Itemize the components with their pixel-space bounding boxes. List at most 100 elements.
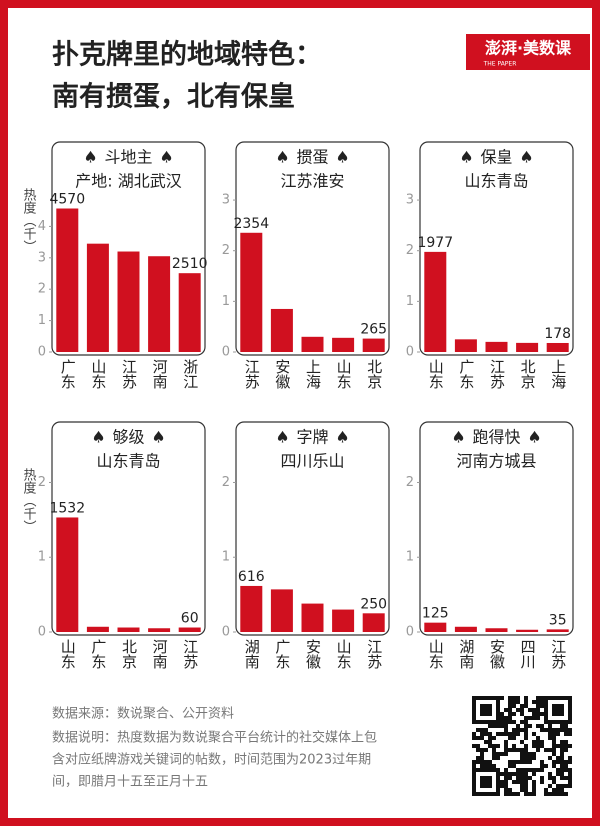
value-label: 1977	[417, 235, 453, 251]
qr-cell	[524, 724, 528, 728]
y-axis-label: 热度（千）	[21, 188, 37, 253]
x-tick-label: 江苏	[549, 639, 567, 670]
qr-cell	[508, 764, 512, 768]
qr-cell	[504, 720, 508, 724]
x-tick-label: 上海	[304, 359, 322, 389]
qr-cell	[552, 744, 556, 748]
qr-cell	[516, 724, 520, 728]
qr-cell	[480, 736, 484, 740]
qr-cell	[544, 792, 548, 796]
x-tick-label: 山东	[89, 359, 107, 389]
qr-cell	[540, 780, 544, 784]
spade: ♠	[83, 148, 97, 167]
qr-cell	[516, 732, 520, 736]
bar	[485, 628, 508, 632]
spade: ♠	[451, 428, 465, 447]
qr-cell	[556, 732, 560, 736]
qr-cell	[524, 700, 528, 704]
qr-finder	[472, 768, 500, 796]
qr-cell	[480, 728, 484, 732]
qr-cell	[528, 752, 532, 756]
y-tick-label: 1	[38, 313, 46, 328]
x-tick-label: 北京	[365, 359, 383, 390]
qr-cell	[552, 728, 556, 732]
value-label: 60	[181, 611, 199, 627]
value-label: 2354	[233, 216, 269, 232]
qr-cell	[484, 740, 488, 744]
qr-cell	[496, 744, 500, 748]
qr-cell	[524, 788, 528, 792]
qr-cell	[480, 760, 484, 764]
qr-cell	[496, 724, 500, 728]
value-label: 35	[549, 612, 567, 628]
bar	[270, 589, 293, 632]
qr-cell	[556, 744, 560, 748]
bar	[86, 626, 109, 632]
qr-code	[472, 696, 572, 796]
y-tick-label: 1	[406, 294, 414, 309]
qr-cell	[524, 756, 528, 760]
qr-cell	[504, 780, 508, 784]
qr-cell	[508, 748, 512, 752]
qr-cell	[564, 784, 568, 788]
x-tick-label: 北京	[120, 639, 138, 670]
chart-subtitle: 山东青岛	[96, 452, 160, 471]
bar	[362, 338, 385, 352]
x-tick-label: 浙江	[181, 359, 199, 389]
qr-cell	[536, 768, 540, 772]
qr-cell	[528, 792, 532, 796]
panel	[235, 141, 390, 356]
qr-cell	[568, 728, 572, 732]
x-tick-label: 山东	[427, 639, 445, 669]
y-tick-label: 2	[406, 475, 414, 490]
footer-source: 数据来源：数说聚合、公开资料	[52, 707, 234, 722]
qr-cell	[532, 716, 536, 720]
value-label: 2510	[172, 256, 208, 272]
qr-cell	[568, 744, 572, 748]
qr-cell	[480, 752, 484, 756]
qr-cell	[532, 784, 536, 788]
qr-cell	[488, 724, 492, 728]
qr-cell	[568, 784, 572, 788]
qr-cell	[508, 712, 512, 716]
bar	[148, 256, 171, 352]
qr-cell	[552, 776, 556, 780]
qr-cell	[472, 764, 476, 768]
qr-cell	[540, 740, 544, 744]
qr-cell	[488, 760, 492, 764]
qr-cell	[524, 768, 528, 772]
qr-cell	[536, 704, 540, 708]
y-tick-label: 1	[222, 294, 230, 309]
y-tick-label: 4	[38, 219, 46, 234]
qr-cell	[516, 696, 520, 700]
qr-cell	[540, 700, 544, 704]
qr-cell	[504, 732, 508, 736]
qr-cell	[520, 788, 524, 792]
qr-cell	[524, 752, 528, 756]
x-tick-label: 四川	[519, 639, 537, 669]
qr-cell	[492, 756, 496, 760]
chart-subtitle: 四川乐山	[280, 452, 344, 471]
bar	[362, 613, 385, 632]
bar	[148, 628, 171, 632]
qr-cell	[528, 768, 532, 772]
qr-cell	[552, 736, 556, 740]
qr-cell	[540, 696, 544, 700]
qr-cell	[532, 792, 536, 796]
qr-cell	[540, 764, 544, 768]
qr-cell	[496, 752, 500, 756]
qr-cell	[532, 768, 536, 772]
qr-cell	[504, 716, 508, 720]
qr-cell	[540, 768, 544, 772]
qr-cell	[480, 732, 484, 736]
qr-cell	[472, 732, 476, 736]
qr-cell	[560, 748, 564, 752]
qr-cell	[532, 752, 536, 756]
qr-cell	[564, 732, 568, 736]
qr-cell	[560, 788, 564, 792]
x-tick-label: 山东	[335, 359, 353, 389]
qr-cell	[568, 756, 572, 760]
spade: ♠	[275, 148, 289, 167]
